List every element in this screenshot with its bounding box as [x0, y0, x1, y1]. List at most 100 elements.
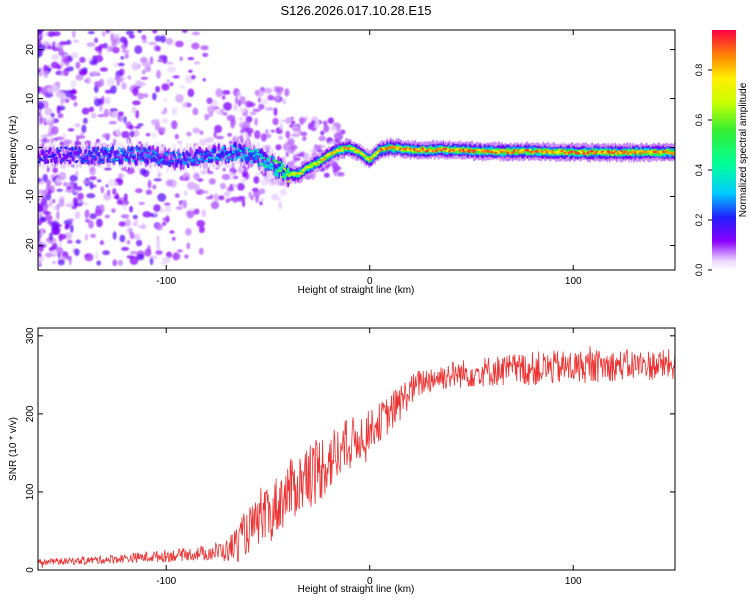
- spectrogram-ridge-cell: [56, 147, 59, 150]
- spectrogram-noise-blob: [185, 228, 192, 236]
- spectrogram-ridge-cell: [490, 151, 494, 154]
- spectrogram-noise-blob: [315, 119, 320, 128]
- spectrogram-ridge-cell: [212, 152, 216, 156]
- y-tick-label: 300: [25, 327, 36, 344]
- spectrogram-noise-blob: [124, 218, 131, 227]
- spectrogram-noise-blob: [105, 30, 110, 34]
- spectrogram-noise-blob: [284, 88, 290, 97]
- spectrogram-ridge-cell: [580, 151, 583, 155]
- spectrogram-ridge-cell: [275, 172, 279, 178]
- spectrogram-noise-blob: [242, 172, 246, 178]
- spectrogram-ridge-cell: [58, 153, 62, 159]
- spectrogram-ridge-cell: [146, 149, 150, 152]
- spectrogram-ridge-cell: [264, 164, 268, 167]
- spectrogram-noise-blob: [117, 173, 124, 179]
- spectrogram-ridge-cell: [51, 146, 55, 154]
- spectrogram-noise-blob: [83, 117, 88, 124]
- spectrogram-noise-blob: [38, 180, 45, 185]
- spectrogram-ridge-cell: [210, 158, 213, 164]
- spectrogram-noise-blob: [52, 226, 61, 235]
- colorbar-gradient: [712, 30, 736, 270]
- spectrogram-noise-blob: [113, 138, 117, 146]
- spectrogram-noise-blob: [162, 221, 167, 226]
- spectrogram-noise-blob: [70, 89, 77, 95]
- spectrogram-noise-blob: [39, 117, 43, 125]
- spectrogram-ridge-cell: [238, 155, 241, 159]
- spectrogram-noise-blob: [97, 114, 106, 118]
- spectrogram-ridge-cell: [122, 148, 125, 152]
- spectrogram-ridge-cell: [179, 153, 183, 156]
- y-tick-label: -20: [25, 238, 36, 253]
- spectrogram-noise-blob: [40, 198, 48, 206]
- spectrogram-noise-blob: [187, 181, 196, 190]
- spectrogram-noise-blob: [55, 136, 64, 141]
- spectrogram-noise-blob: [112, 188, 117, 195]
- spectrogram-noise-blob: [57, 113, 64, 119]
- spectrogram-noise-blob: [132, 221, 138, 227]
- spectrogram-noise-blob: [193, 208, 200, 215]
- spectrogram-ridge-cell: [243, 148, 246, 154]
- spectrogram-ridge-cell: [222, 152, 226, 158]
- spectrogram-noise-blob: [298, 116, 307, 124]
- spectrogram-noise-blob: [94, 46, 103, 52]
- spectrogram-noise-blob: [174, 133, 179, 140]
- spectrogram-noise-blob: [213, 131, 217, 138]
- spectrogram-ridge-cell: [58, 149, 62, 152]
- spectrogram-ridge-cell: [139, 152, 143, 155]
- spectrogram-ridge-cell: [616, 152, 620, 155]
- spectrogram-noise-blob: [198, 226, 205, 234]
- spectrogram-noise-blob: [135, 109, 140, 119]
- spectrogram-ridge-cell: [581, 149, 584, 153]
- spectrogram-noise-blob: [132, 87, 139, 97]
- spectrogram-noise-blob: [149, 56, 154, 65]
- spectrogram-noise-blob: [141, 34, 147, 40]
- spectrogram-noise-blob: [152, 184, 157, 190]
- spectrogram-noise-blob: [142, 211, 152, 218]
- spectrogram-noise-blob: [254, 130, 261, 140]
- spectrogram-noise-blob: [245, 100, 253, 108]
- spectrogram-ridge-cell: [175, 151, 179, 154]
- spectrogram-noise-blob: [208, 178, 216, 185]
- spectrogram-ridge-cell: [119, 150, 123, 153]
- spectrogram-noise-blob: [291, 133, 300, 138]
- spectrogram-ridge-cell: [293, 174, 296, 177]
- spectrogram-ridge-cell: [213, 147, 217, 153]
- spectrogram-ridge-cell: [423, 148, 427, 151]
- spectrogram-noise-blob: [96, 260, 101, 266]
- spectrogram-noise-blob: [155, 250, 163, 255]
- spectrogram-ridge-cell: [84, 149, 87, 155]
- spectrogram-ridge-cell: [637, 149, 641, 153]
- spectrogram-noise-blob: [90, 233, 97, 238]
- spectrogram-noise-blob: [142, 61, 151, 67]
- spectrogram-ridge-cell: [180, 158, 184, 161]
- spectrogram-ridge-cell: [113, 150, 117, 156]
- spectrogram-noise-blob: [70, 52, 79, 59]
- spectrogram-noise-blob: [128, 124, 135, 130]
- spectrogram-noise-blob: [118, 62, 125, 67]
- spectrogram-ridge-cell: [38, 161, 41, 164]
- spectrogram-noise-blob: [81, 107, 90, 115]
- spectrogram-ridge-cell: [511, 151, 515, 154]
- spectrogram-noise-blob: [63, 139, 72, 145]
- spectrogram-ridge-cell: [300, 172, 304, 175]
- spectrogram-noise-blob: [38, 252, 42, 258]
- spectrogram-noise-blob: [285, 117, 292, 125]
- spectrogram-noise-blob: [155, 85, 161, 93]
- spectrogram-noise-blob: [116, 178, 124, 186]
- spectrogram-noise-blob: [135, 239, 143, 247]
- spectrogram-noise-blob: [70, 79, 77, 89]
- spectrogram-noise-blob: [232, 199, 238, 203]
- spectrogram-noise-blob: [187, 88, 195, 98]
- spectrogram-noise-blob: [279, 119, 287, 123]
- spectrogram-ridge-cell: [144, 158, 147, 164]
- spectrogram-ridge-cell: [100, 156, 103, 159]
- spectrogram-ridge-cell: [286, 167, 290, 173]
- spectrogram-ridge-cell: [185, 160, 189, 164]
- spectrogram-ridge-cell: [326, 154, 329, 158]
- spectrogram-noise-blob: [260, 178, 268, 187]
- spectrogram-noise-blob: [129, 250, 138, 255]
- spectrogram-noise-blob: [239, 116, 244, 122]
- spectrogram-ridge-cell: [85, 159, 89, 163]
- spectrogram-noise-blob: [114, 181, 118, 187]
- spectrogram-noise-blob: [77, 186, 83, 191]
